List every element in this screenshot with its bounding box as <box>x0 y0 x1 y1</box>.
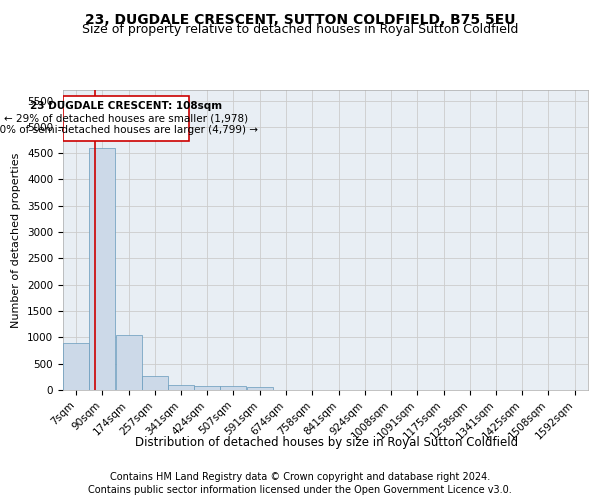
Bar <box>142 376 168 390</box>
Text: Contains HM Land Registry data © Crown copyright and database right 2024.: Contains HM Land Registry data © Crown c… <box>110 472 490 482</box>
Bar <box>89 148 115 390</box>
Bar <box>63 96 189 140</box>
Text: Contains public sector information licensed under the Open Government Licence v3: Contains public sector information licen… <box>88 485 512 495</box>
Bar <box>168 386 194 390</box>
Text: Distribution of detached houses by size in Royal Sutton Coldfield: Distribution of detached houses by size … <box>136 436 518 449</box>
Text: 70% of semi-detached houses are larger (4,799) →: 70% of semi-detached houses are larger (… <box>0 126 259 136</box>
Bar <box>194 386 220 390</box>
Text: 23, DUGDALE CRESCENT, SUTTON COLDFIELD, B75 5EU: 23, DUGDALE CRESCENT, SUTTON COLDFIELD, … <box>85 12 515 26</box>
Bar <box>116 334 142 390</box>
Text: 23 DUGDALE CRESCENT: 108sqm: 23 DUGDALE CRESCENT: 108sqm <box>30 102 222 112</box>
Bar <box>63 342 89 390</box>
Bar <box>247 387 273 390</box>
Text: Size of property relative to detached houses in Royal Sutton Coldfield: Size of property relative to detached ho… <box>82 22 518 36</box>
Text: ← 29% of detached houses are smaller (1,978): ← 29% of detached houses are smaller (1,… <box>4 114 248 124</box>
Bar <box>220 386 247 390</box>
Y-axis label: Number of detached properties: Number of detached properties <box>11 152 22 328</box>
